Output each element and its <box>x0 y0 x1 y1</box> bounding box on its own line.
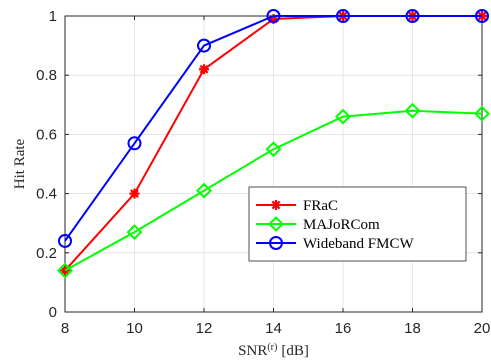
y-tick-label: 0.2 <box>36 245 57 262</box>
data-point-asterisk <box>268 13 279 24</box>
legend-entry-wideband-fmcw: Wideband FMCW <box>256 236 414 252</box>
data-point-asterisk <box>271 200 281 210</box>
data-point-circle <box>127 136 142 151</box>
data-point-diamond <box>474 105 490 122</box>
legend-label: FRaC <box>303 198 338 214</box>
data-point-circle <box>269 236 283 250</box>
x-tick-label: 16 <box>335 320 352 337</box>
data-point-diamond <box>57 262 73 279</box>
data-point-circle <box>266 9 281 23</box>
data-point-diamond <box>265 141 282 158</box>
y-tick-label: 0.6 <box>36 126 57 143</box>
y-tick-label: 0.4 <box>36 186 57 203</box>
legend-label: Wideband FMCW <box>303 236 414 252</box>
data-point-diamond <box>126 224 143 240</box>
legend-entry-majorcom: MAJoRCom <box>256 216 380 233</box>
y-axis-label: Hit Rate <box>12 138 28 189</box>
x-tick-label: 14 <box>265 320 282 337</box>
legend: FRaC MAJoRCom Wideband FMCW <box>248 186 467 262</box>
x-tick-label: 10 <box>126 320 143 337</box>
data-point-diamond <box>196 182 212 199</box>
data-point-circle <box>405 9 420 23</box>
series-line <box>64 109 483 272</box>
series-line <box>64 15 482 242</box>
data-point-circle <box>336 9 350 23</box>
data-point-diamond <box>268 216 284 232</box>
data-point-circle <box>475 9 489 23</box>
data-point-asterisk <box>129 188 140 199</box>
x-tick-label: 8 <box>61 320 69 337</box>
x-tick-label: 12 <box>196 320 213 337</box>
legend-entry-frac: FRaC <box>256 198 338 214</box>
data-point-asterisk <box>199 64 209 75</box>
series-layer <box>57 9 490 279</box>
series-majorcom <box>57 102 490 279</box>
y-tick-label: 0.8 <box>36 67 57 84</box>
data-point-diamond <box>404 102 421 119</box>
data-point-circle <box>58 233 72 248</box>
x-tick-label: 20 <box>474 320 491 337</box>
data-point-diamond <box>335 108 351 125</box>
series-wideband-fmcw <box>58 9 489 248</box>
x-tick-label: 18 <box>404 320 421 337</box>
legend-label: MAJoRCom <box>303 217 380 233</box>
data-point-circle <box>197 38 211 53</box>
y-tick-label: 0 <box>49 304 57 321</box>
x-axis-label: SNR(r) [dB] <box>238 342 309 359</box>
y-tick-label: 1 <box>49 8 57 25</box>
